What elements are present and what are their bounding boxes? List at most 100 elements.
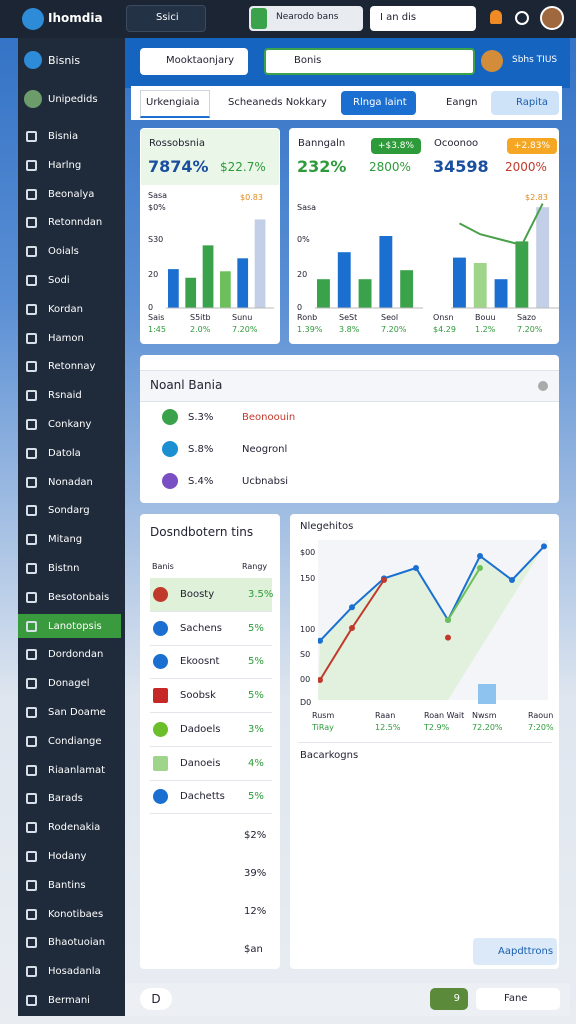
nav-item[interactable]: Retonnay	[48, 361, 96, 373]
nav-icon	[26, 649, 37, 661]
row-name: Boosty	[180, 589, 215, 600]
nav-item[interactable]: Rodenakia	[48, 822, 101, 834]
nav-item[interactable]: Harlng	[48, 159, 82, 171]
nav-item[interactable]: Conkany	[48, 419, 92, 430]
row-name: Sachens	[180, 622, 223, 634]
sidebar-title: Bisnis	[48, 54, 81, 67]
x-label: Roan Wait	[424, 711, 465, 720]
y-label: 20	[148, 270, 159, 279]
nav-item[interactable]: Hosadanla	[48, 966, 101, 978]
nav-item[interactable]: Condiange	[48, 735, 102, 747]
nav-icon	[26, 851, 37, 862]
nav-item[interactable]: Bistnn	[48, 563, 80, 574]
nav-icon	[26, 995, 37, 1006]
extra-value: $an	[244, 944, 263, 955]
y-label: 100	[300, 625, 316, 634]
pill-label: Nearodo bans	[276, 12, 339, 22]
x-sublabel: 72.20%	[472, 723, 503, 732]
point	[477, 553, 483, 559]
y-label: S0	[300, 650, 311, 659]
nav-item[interactable]: Riaanlamat	[48, 764, 106, 776]
nav-item[interactable]: Retonndan	[48, 217, 103, 229]
nav-item[interactable]: Nonadan	[48, 476, 93, 488]
tab-action-label: Rapita	[516, 97, 549, 108]
nav-item[interactable]: Rsnaid	[48, 390, 82, 402]
card-title: Ocoonoo	[434, 138, 479, 149]
line	[319, 545, 545, 642]
area	[318, 546, 544, 700]
nav-icon	[26, 361, 37, 373]
nav-icon	[26, 735, 37, 747]
x-label: Sunu	[232, 313, 253, 322]
row-name: Ekoosnt	[180, 656, 220, 668]
bar	[168, 269, 179, 308]
nav-item[interactable]: Barads	[48, 793, 83, 805]
search-box2[interactable]	[264, 48, 475, 75]
line-button[interactable]	[473, 938, 557, 965]
nav-item[interactable]: Ooials	[48, 246, 79, 258]
nav-item[interactable]: Lanotopsis	[48, 620, 102, 632]
nav-item[interactable]: Hodany	[48, 851, 87, 862]
row-label: Neogronl	[242, 444, 288, 455]
bottom-left[interactable]: D	[140, 988, 172, 1010]
settings-icon[interactable]	[515, 11, 529, 25]
notify-icon[interactable]	[490, 10, 502, 24]
avatar[interactable]	[540, 6, 564, 30]
column-header: Banis	[152, 562, 174, 571]
y-label: D0	[300, 698, 312, 707]
chart	[166, 219, 274, 309]
nav-item[interactable]: Donagel	[48, 678, 90, 690]
row-divider	[150, 745, 272, 747]
pill[interactable]	[249, 6, 363, 31]
point	[349, 604, 355, 611]
nav-item[interactable]: Datola	[48, 447, 81, 459]
nav-icon	[26, 620, 37, 632]
nav-item[interactable]: Sondarg	[48, 505, 90, 517]
nav-item[interactable]: Bermani	[48, 995, 90, 1006]
nav-item[interactable]: Dordondan	[48, 649, 104, 661]
row-dot	[153, 620, 168, 636]
sidebar-profile: Unipedids	[48, 94, 98, 105]
chart	[318, 540, 548, 700]
tab-filter[interactable]: Eangn	[446, 97, 478, 108]
point	[445, 617, 451, 623]
bottom-right[interactable]: Fane	[476, 988, 560, 1010]
search[interactable]	[370, 6, 476, 31]
row-value: S.8%	[188, 444, 214, 455]
x-label: SeSt	[339, 313, 358, 322]
chart	[451, 203, 559, 309]
nav-item[interactable]: Konotibaes	[48, 908, 104, 920]
bar	[220, 271, 231, 308]
dropdown[interactable]: Bacarkogns	[300, 750, 359, 761]
nav-item[interactable]: Bhaotuoian	[48, 937, 106, 949]
tab-button[interactable]	[341, 91, 416, 115]
bottom-chip[interactable]: 9	[430, 988, 468, 1010]
nav-item[interactable]: Mitang	[48, 534, 83, 546]
x-label: Nwsm	[472, 711, 497, 720]
nav-item[interactable]: San Doame	[48, 707, 106, 718]
bar	[237, 258, 249, 308]
tab[interactable]	[126, 5, 206, 32]
x-label: Ronb	[297, 313, 318, 322]
tab-action[interactable]	[491, 91, 559, 115]
bar	[185, 277, 197, 308]
nav-item[interactable]: Bisnia	[48, 131, 79, 142]
nav-item[interactable]: Kordan	[48, 303, 83, 315]
row-value: S.3%	[188, 412, 214, 423]
nav-icon	[26, 159, 37, 171]
nav-item[interactable]: Sodi	[48, 275, 70, 286]
nav-item[interactable]: Besotonbais	[48, 591, 110, 603]
x-label: Sazo	[517, 313, 537, 322]
tab-button-label: Rlnga laint	[353, 97, 407, 108]
tab-item[interactable]: Urkengiaia	[146, 97, 200, 108]
nav-item[interactable]: Bantins	[48, 879, 86, 891]
nav-icon	[26, 188, 37, 200]
card-value: 34598	[433, 157, 489, 176]
tab-item[interactable]: Scheaneds Nokkary	[228, 97, 327, 108]
search-box[interactable]	[140, 48, 248, 75]
point	[318, 637, 323, 644]
nav-item[interactable]: Beonalya	[48, 188, 95, 200]
nav-item[interactable]: Hamon	[48, 332, 84, 344]
row-name: Soobsk	[180, 690, 216, 702]
